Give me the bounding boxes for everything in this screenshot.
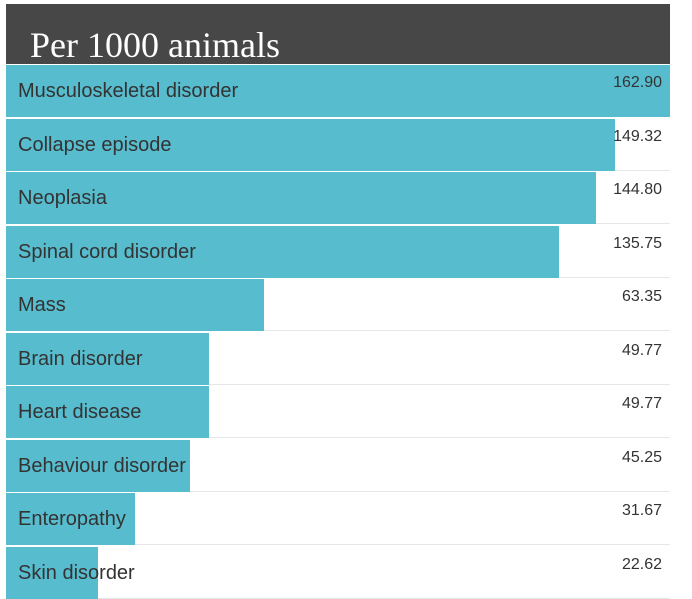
value-label: 144.80 xyxy=(613,181,662,198)
value-label: 31.67 xyxy=(621,502,662,519)
row-divider xyxy=(6,490,670,492)
chart-title-bar: Per 1000 animals xyxy=(6,4,670,65)
bar xyxy=(6,172,597,224)
bar xyxy=(6,332,209,385)
bar-row: Behaviour disorder 45.25 xyxy=(6,439,670,492)
category-label: Skin disorder xyxy=(18,561,135,584)
bar-row: Neoplasia 144.80 xyxy=(6,171,670,224)
bar xyxy=(6,225,560,278)
row-divider xyxy=(6,544,670,545)
bar-row: Heart disease 49.77 xyxy=(6,385,670,438)
bar xyxy=(6,65,670,117)
category-label: Spinal cord disorder xyxy=(18,240,196,263)
bar-row: Collapse episode 149.32 xyxy=(6,118,670,171)
bar-row: Brain disorder 49.77 xyxy=(6,332,670,385)
category-label: Brain disorder xyxy=(18,347,143,370)
value-label: 149.32 xyxy=(613,127,662,145)
row-divider xyxy=(6,383,670,385)
bar-row: Skin disorder 22.62 xyxy=(6,546,670,599)
value-label: 22.62 xyxy=(621,555,662,573)
value-label: 63.35 xyxy=(621,288,662,305)
row-divider xyxy=(6,330,670,331)
bar xyxy=(6,118,615,171)
category-label: Mass xyxy=(18,294,66,316)
chart-title: Per 1000 animals xyxy=(30,25,280,65)
category-label: Musculoskeletal disorder xyxy=(18,80,239,102)
bar xyxy=(6,439,191,492)
bar xyxy=(6,493,136,545)
bar xyxy=(6,546,99,599)
category-label: Neoplasia xyxy=(18,187,107,209)
bar-row: Mass 63.35 xyxy=(6,278,670,331)
bar-row: Enteropathy 31.67 xyxy=(6,492,670,545)
category-label: Heart disease xyxy=(18,401,142,423)
category-label: Collapse episode xyxy=(18,133,172,156)
bar xyxy=(6,279,265,331)
value-label: 162.90 xyxy=(613,74,662,91)
value-label: 49.77 xyxy=(621,341,662,359)
value-label: 135.75 xyxy=(613,234,662,252)
bar xyxy=(6,386,209,438)
value-label: 49.77 xyxy=(621,395,662,412)
row-divider xyxy=(6,437,670,438)
value-label: 45.25 xyxy=(621,448,662,466)
category-label: Behaviour disorder xyxy=(18,454,186,477)
bar-row: Musculoskeletal disorder 162.90 xyxy=(6,64,670,117)
category-label: Enteropathy xyxy=(18,508,126,530)
bar-row: Spinal cord disorder 135.75 xyxy=(6,225,670,278)
